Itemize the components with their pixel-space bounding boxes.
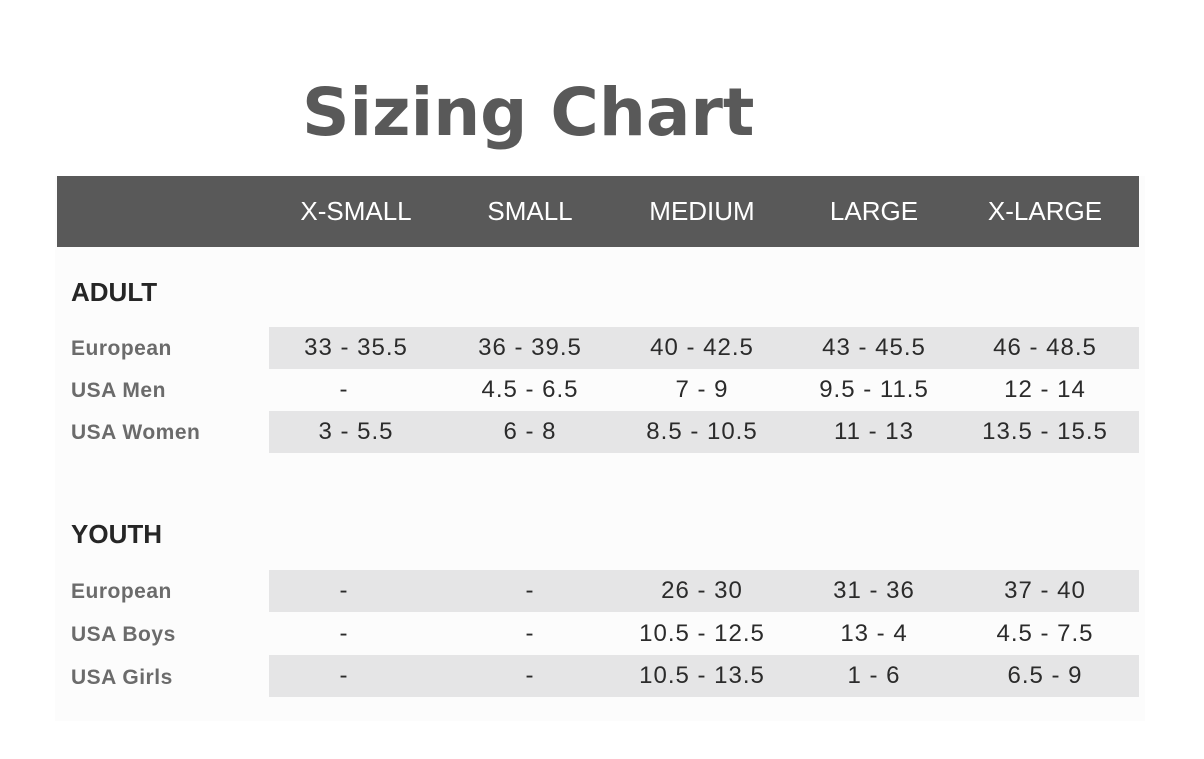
row-label-adult-usa-men: USA Men: [71, 379, 166, 402]
row-band: [269, 570, 1139, 612]
table-cell: 9.5 - 11.5: [819, 376, 929, 403]
table-header: [57, 176, 1139, 247]
table-cell: 8.5 - 10.5: [646, 418, 758, 445]
column-header-medium: MEDIUM: [649, 196, 755, 226]
table-cell: 3 - 5.5: [318, 418, 394, 445]
table-cell: 37 - 40: [1004, 577, 1086, 604]
table-cell: 12 - 14: [1004, 376, 1086, 403]
table-cell: 1 - 6: [847, 662, 901, 689]
table-cell: 6.5 - 9: [1007, 662, 1083, 689]
table-cell: -: [525, 577, 535, 604]
column-header-x-large: X-LARGE: [987, 196, 1103, 226]
table-cell: 26 - 30: [661, 577, 743, 604]
table-cell: 11 - 13: [834, 418, 914, 445]
table-cell: 4.5 - 7.5: [996, 620, 1094, 647]
table-cell: 10.5 - 12.5: [639, 620, 765, 647]
section-heading-adult: ADULT: [71, 277, 158, 307]
table-cell: 31 - 36: [833, 577, 915, 604]
table-cell: 4.5 - 6.5: [481, 376, 579, 403]
row-label-youth-usa-girls: USA Girls: [71, 666, 173, 689]
row-band: [269, 655, 1139, 697]
table-cell: 36 - 39.5: [478, 334, 582, 361]
table-cell: -: [525, 662, 535, 689]
row-label-adult-usa-women: USA Women: [71, 421, 201, 444]
table-cell: -: [339, 577, 349, 604]
table-cell: 7 - 9: [675, 376, 729, 403]
row-label-youth-european: European: [71, 580, 172, 603]
row-band: [269, 327, 1139, 369]
table-cell: 13 - 4: [840, 620, 908, 647]
section-heading-youth: YOUTH: [71, 519, 162, 549]
column-header-small: SMALL: [487, 196, 573, 226]
row-band: [269, 411, 1139, 453]
table-cell: -: [339, 620, 349, 647]
table-cell: -: [339, 376, 349, 403]
table-cell: 6 - 8: [503, 418, 557, 445]
table-cell: -: [525, 620, 535, 647]
table-cell: 40 - 42.5: [650, 334, 754, 361]
table-cell: 10.5 - 13.5: [639, 662, 765, 689]
table-cell: 33 - 35.5: [304, 334, 408, 361]
column-header-large: LARGE: [829, 196, 919, 226]
table-cell: 43 - 45.5: [822, 334, 926, 361]
row-label-adult-european: European: [71, 337, 172, 360]
table-cell: 46 - 48.5: [993, 334, 1097, 361]
table-cell: -: [339, 662, 349, 689]
column-header-x-small: X-SMALL: [300, 196, 412, 226]
row-label-youth-usa-boys: USA Boys: [71, 623, 176, 646]
table-cell: 13.5 - 15.5: [982, 418, 1108, 445]
page-title: Sizing Chart: [302, 74, 755, 151]
